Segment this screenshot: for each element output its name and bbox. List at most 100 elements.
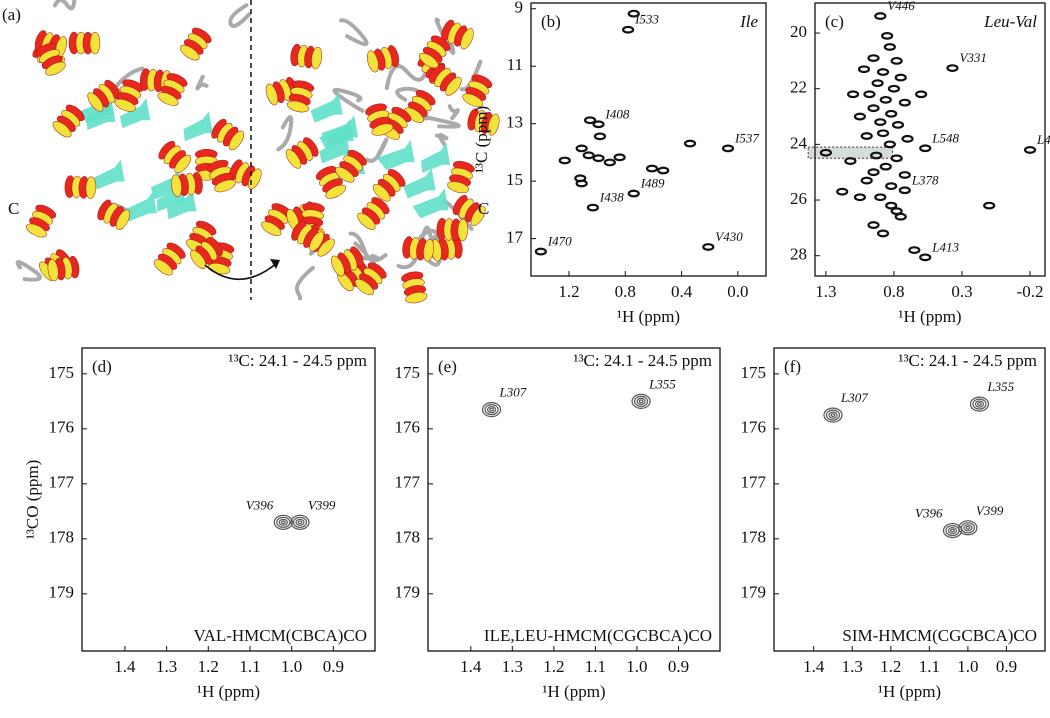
peak [898, 171, 911, 179]
helix-turn [371, 123, 394, 136]
peak [819, 148, 832, 157]
peak-contour [721, 144, 735, 153]
peak-label: V446 [887, 0, 915, 13]
loop [384, 64, 428, 91]
peak-contour [901, 134, 914, 143]
y-tick-label: 179 [741, 583, 767, 602]
peak-contour [860, 132, 873, 140]
peak-contour [946, 64, 959, 73]
peak-contour [863, 90, 876, 99]
helix [153, 242, 186, 276]
peak [863, 90, 876, 99]
peak-contour [871, 79, 884, 88]
peak-contour [958, 520, 978, 536]
peak-contour [481, 401, 502, 418]
peak-label: V396 [246, 497, 274, 512]
peak-contour [960, 522, 976, 534]
helix-turn [190, 249, 207, 269]
peak [915, 90, 928, 99]
beta-strand [310, 92, 343, 123]
peak-contour [683, 139, 697, 148]
beta-strand [412, 188, 449, 219]
peak-label: L307 [499, 385, 527, 400]
peak [890, 56, 903, 65]
helix-turn [157, 92, 179, 106]
peak-contour [867, 221, 880, 229]
peak-contour [582, 151, 595, 160]
peak [592, 154, 605, 163]
x-tick-label: 1.3 [502, 657, 523, 676]
peak-contour [874, 12, 887, 20]
y-tick-label: 176 [395, 418, 421, 437]
helix [139, 68, 172, 93]
loop [421, 115, 461, 129]
peak [891, 120, 905, 129]
y-tick-label: 178 [49, 528, 75, 547]
peak [885, 201, 898, 210]
y-tick-label: 176 [741, 418, 767, 437]
peak-label: L307 [840, 390, 868, 405]
peak [894, 73, 907, 82]
x-tick-label: 1.2 [558, 282, 579, 301]
peak [844, 157, 857, 165]
peak-contour [593, 132, 607, 141]
peak [919, 144, 932, 153]
peak [867, 54, 880, 63]
peak-contour [891, 120, 905, 129]
helix-turn [265, 83, 279, 106]
peak [874, 12, 887, 20]
loop [52, 0, 77, 11]
helix [157, 73, 188, 106]
peak-contour [867, 54, 880, 63]
x-tick-label: 0.0 [727, 282, 748, 301]
panel-label: (d) [92, 357, 112, 376]
x-tick-label: 0.8 [883, 282, 904, 301]
y-tick-label: 175 [395, 363, 421, 382]
helix [436, 217, 469, 242]
peak-contour [280, 520, 286, 525]
peak [887, 84, 901, 93]
peak [627, 9, 640, 18]
helix [114, 79, 144, 112]
helix [354, 262, 387, 296]
helix-turn [228, 130, 245, 151]
peak-contour [823, 407, 843, 423]
helix [428, 63, 462, 96]
helix-turn [470, 205, 486, 226]
helix [52, 104, 85, 138]
peak-contour [942, 522, 963, 539]
peak [885, 182, 898, 191]
helix-turn [457, 218, 469, 242]
experiment-label: SIM-HMCM(CGCBCA)CO [842, 626, 1037, 645]
x-tick-label: 1.2 [880, 657, 901, 676]
peak-contour [870, 151, 883, 160]
peak [1023, 146, 1037, 154]
x-tick-label: 1.3 [815, 282, 836, 301]
helix [441, 19, 474, 50]
peak-contour [857, 65, 871, 74]
peak-contour [919, 144, 932, 153]
peak-contour [603, 158, 616, 167]
peak [898, 98, 911, 107]
x-tick-label: 0.4 [671, 282, 693, 301]
helix [35, 42, 66, 76]
plot-frame [814, 2, 1046, 277]
peak-contour [586, 203, 600, 212]
peak [645, 164, 659, 173]
x-tick-label: 0.9 [668, 657, 689, 676]
helix-turn [261, 221, 282, 236]
beta-strand [319, 133, 351, 164]
peak [613, 153, 626, 162]
loop [114, 66, 145, 93]
peak-contour [874, 118, 887, 127]
peak-contour [621, 25, 635, 34]
helix-turn [286, 100, 309, 113]
peak [883, 140, 896, 149]
peak-contour [584, 116, 597, 125]
helix-turn [445, 76, 462, 96]
peak [621, 25, 635, 34]
peak-label: I537 [734, 130, 759, 145]
y-tick-label: 17 [506, 228, 524, 247]
peak [627, 189, 640, 198]
peak [969, 396, 990, 412]
